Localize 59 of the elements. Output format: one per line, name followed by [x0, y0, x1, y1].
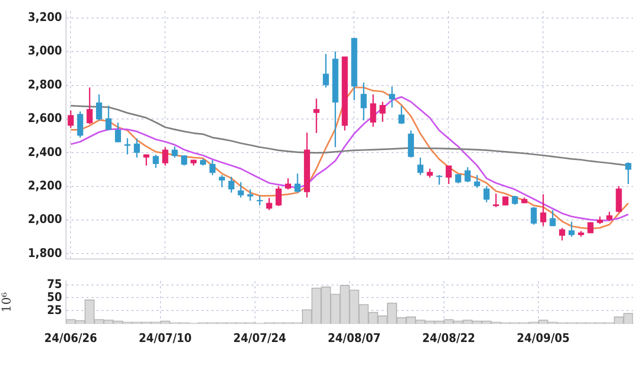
candlestick — [247, 188, 254, 202]
x-tick-label: 24/08/22 — [422, 330, 476, 345]
candlestick — [322, 53, 329, 88]
candlestick — [106, 105, 112, 132]
candlestick — [389, 86, 396, 108]
y-tick-label: 2,800 — [28, 77, 62, 92]
candlestick — [134, 138, 140, 158]
candlestick — [540, 194, 546, 227]
candlestick — [276, 186, 282, 207]
candlestick — [285, 178, 292, 190]
y-tick-label: 2,200 — [28, 178, 62, 192]
y-axis-title: 10⁶ — [0, 292, 14, 312]
candlestick — [172, 146, 178, 158]
x-tick-label: 24/07/24 — [233, 330, 287, 345]
candlestick — [124, 138, 130, 156]
candlestick — [455, 174, 462, 184]
candlestick — [484, 186, 490, 203]
candlestick — [370, 94, 376, 128]
candlestick — [294, 172, 301, 194]
candlestick — [408, 130, 414, 158]
y-tick-label: 75 — [46, 276, 62, 291]
candlestick — [313, 98, 320, 134]
candlestick — [446, 164, 452, 185]
y-tick-label: 2,400 — [28, 144, 62, 159]
x-tick-label: 24/08/07 — [328, 330, 381, 345]
candlestick — [68, 110, 74, 129]
y-tick-label: 1,800 — [28, 246, 62, 260]
candlestick — [417, 156, 424, 176]
candlestick — [616, 186, 622, 214]
x-tick-label: 24/06/26 — [44, 330, 98, 345]
y-tick-label: 25 — [46, 302, 62, 317]
candlestick — [474, 174, 480, 189]
candlestick — [238, 182, 244, 198]
candlestick — [398, 105, 404, 125]
candlestick — [266, 197, 272, 211]
candlestick — [625, 162, 632, 185]
candlestick — [162, 146, 168, 166]
candlestick — [568, 221, 575, 238]
candlestick — [380, 101, 386, 123]
candlestick — [559, 227, 566, 242]
candlestick — [114, 122, 121, 143]
candlestick — [209, 159, 216, 176]
candlestick — [360, 82, 367, 121]
candlestick — [96, 94, 102, 121]
candlestick — [530, 206, 537, 226]
y-tick-label: 3,200 — [28, 10, 62, 24]
candlestick — [464, 166, 471, 183]
y-tick-label: 2,600 — [28, 111, 62, 126]
candlestick — [77, 110, 84, 138]
candlestick — [550, 209, 556, 227]
x-tick-label: 24/09/05 — [516, 330, 570, 345]
candlestick — [86, 86, 93, 125]
y-tick-label: 3,000 — [28, 44, 62, 58]
x-tick-label: 24/07/10 — [138, 330, 192, 345]
candlestick — [218, 174, 225, 188]
candlestick — [152, 154, 159, 168]
candlestick — [228, 176, 234, 194]
y-tick-label: 2,000 — [28, 212, 62, 226]
y-tick-label: 50 — [46, 290, 62, 304]
